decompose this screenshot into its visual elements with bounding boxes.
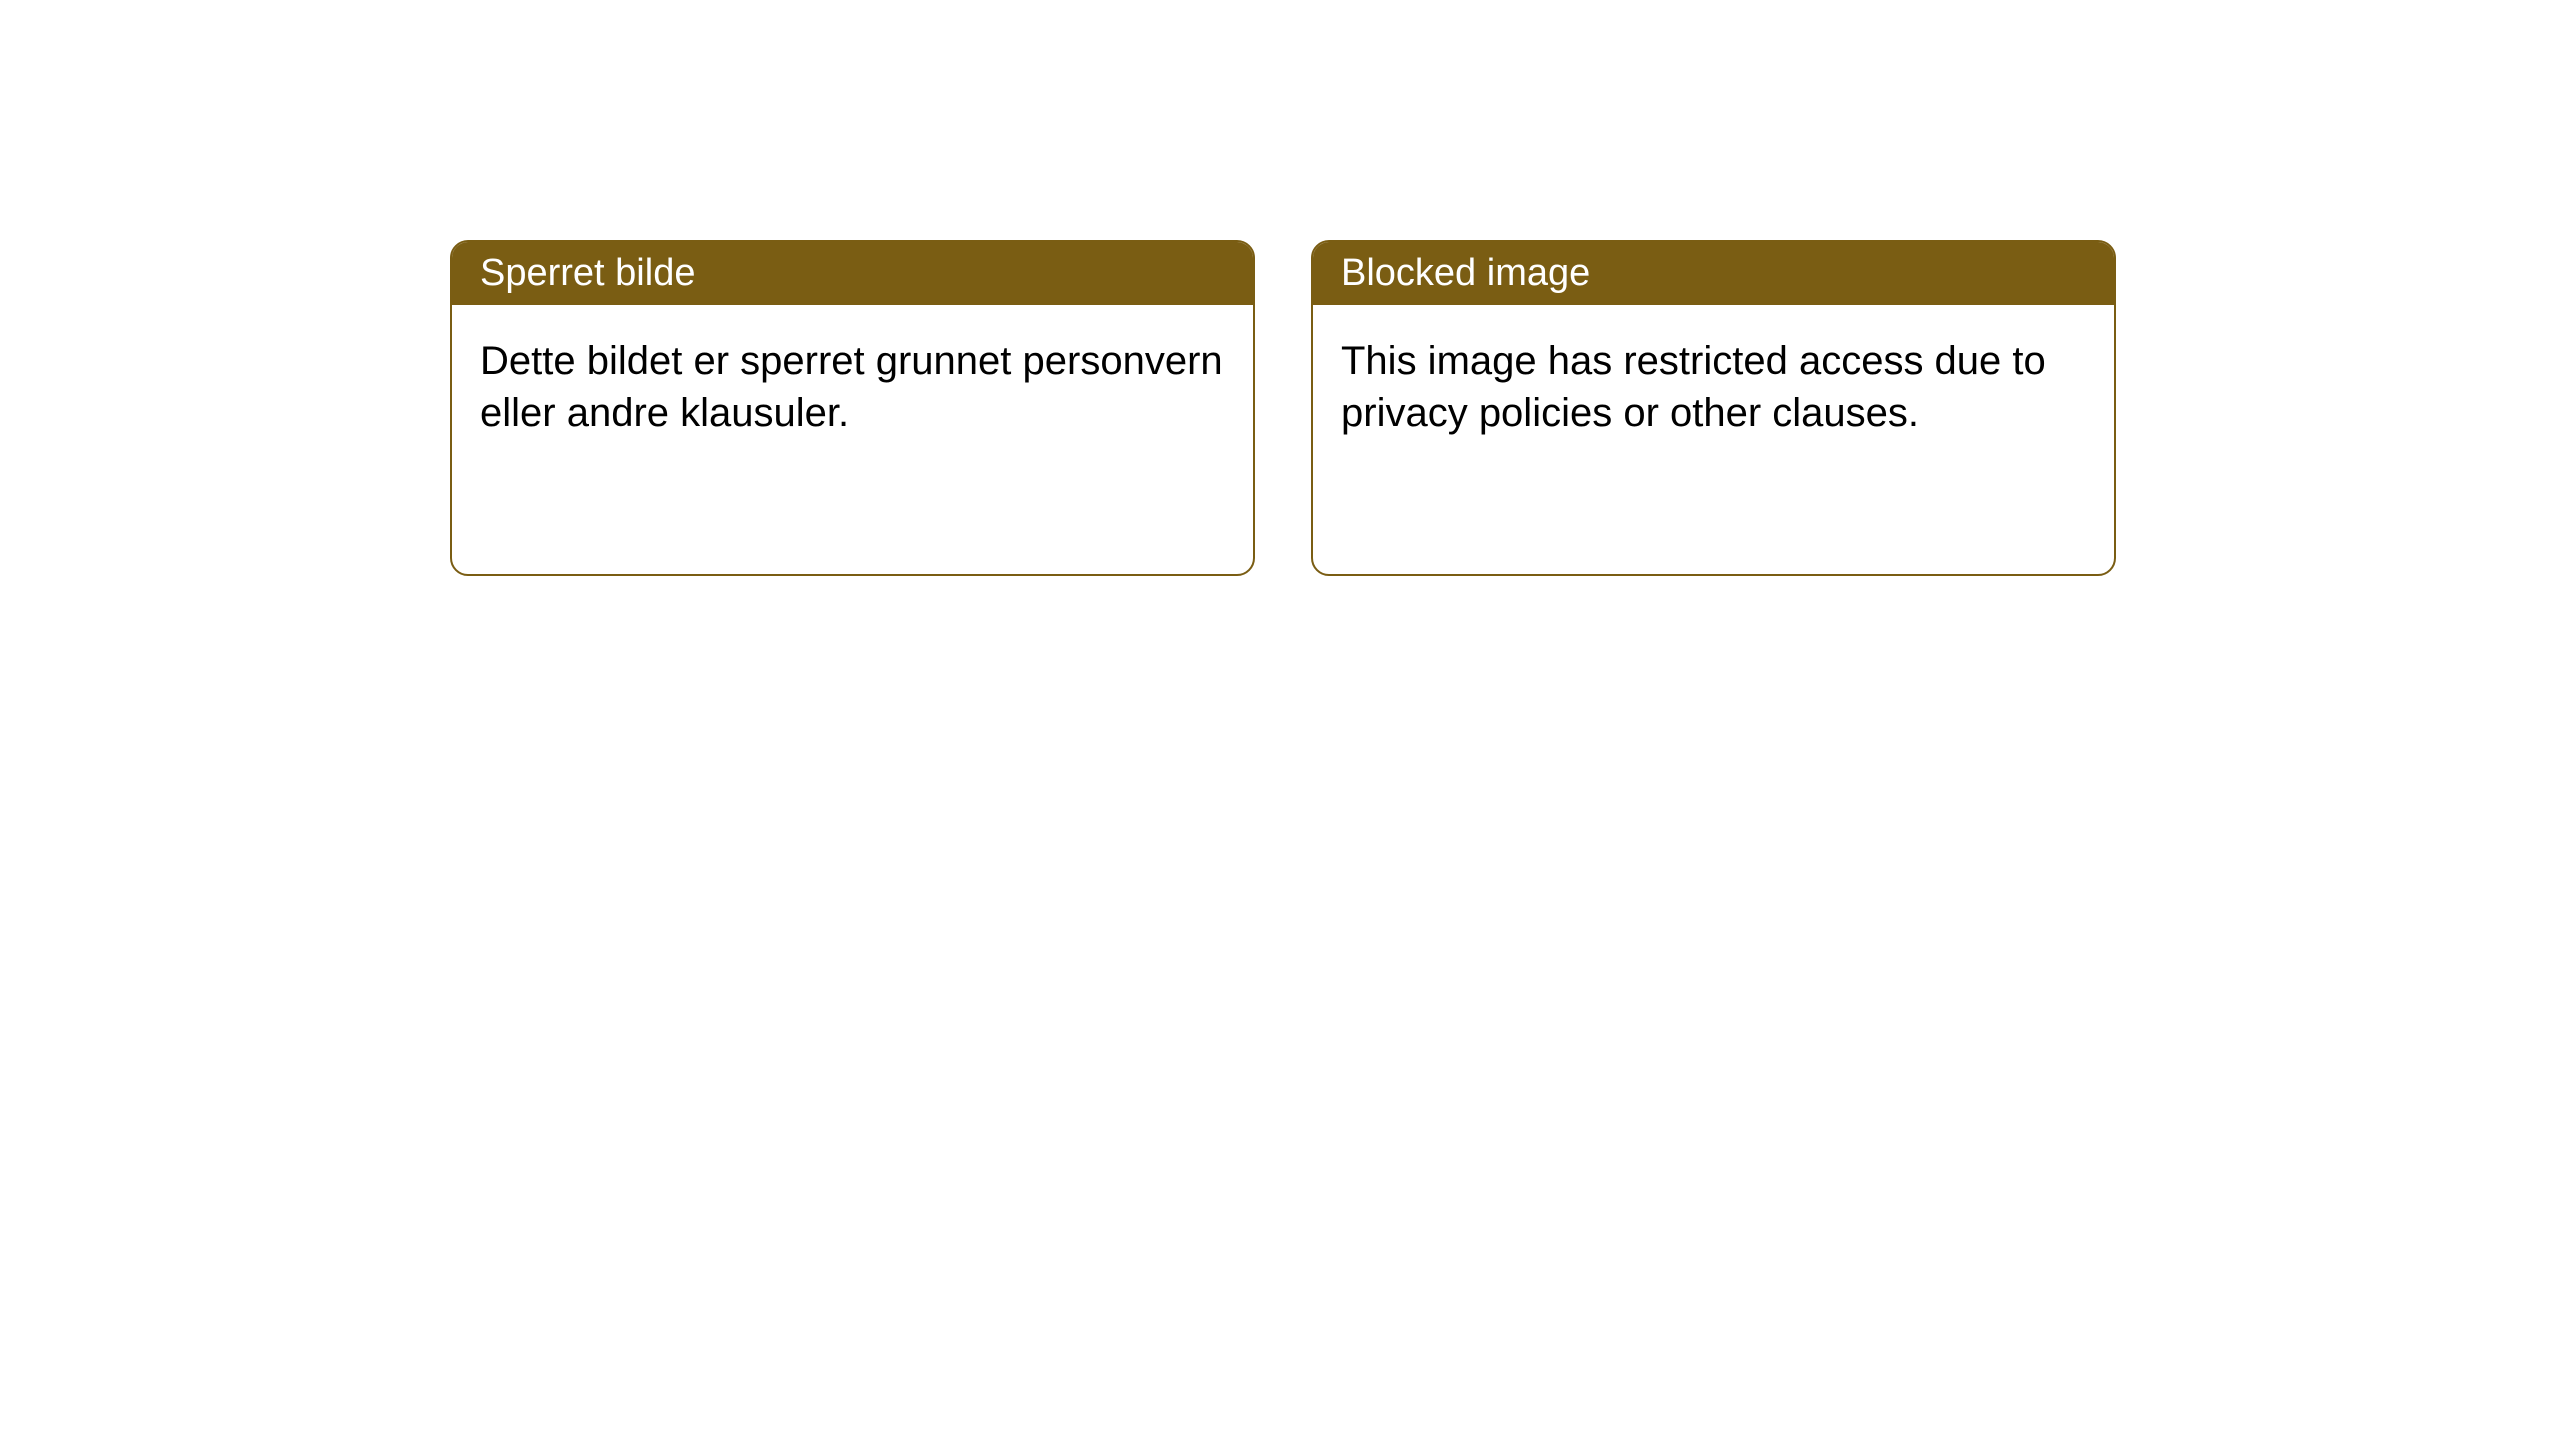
notice-title-en: Blocked image [1313, 242, 2114, 305]
notice-box-no: Sperret bilde Dette bildet er sperret gr… [450, 240, 1255, 576]
notice-body-no: Dette bildet er sperret grunnet personve… [452, 305, 1253, 469]
notice-container: Sperret bilde Dette bildet er sperret gr… [0, 0, 2560, 576]
notice-title-no: Sperret bilde [452, 242, 1253, 305]
notice-body-en: This image has restricted access due to … [1313, 305, 2114, 469]
notice-box-en: Blocked image This image has restricted … [1311, 240, 2116, 576]
